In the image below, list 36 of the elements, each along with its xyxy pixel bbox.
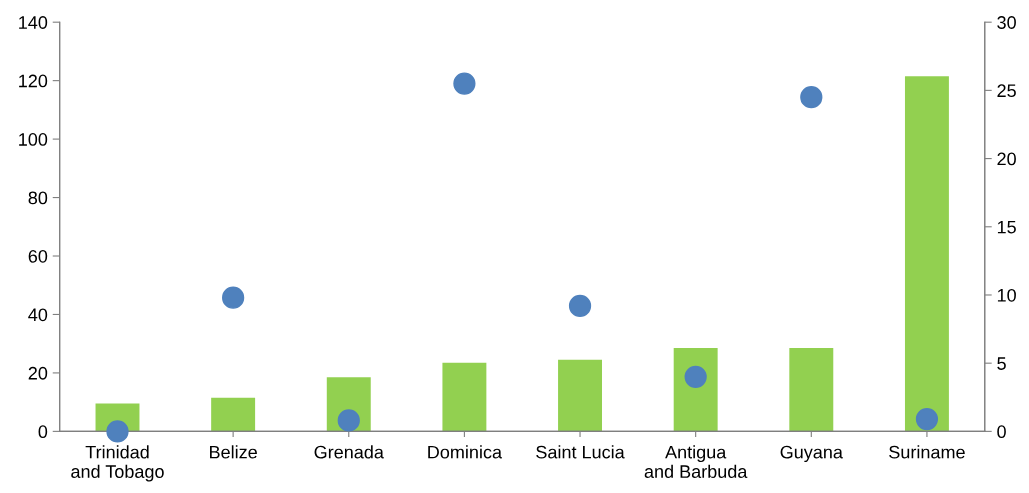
- y2-tick-label: 10: [997, 288, 1016, 302]
- y-tick-label: 40: [28, 308, 48, 322]
- y-tick-label: 100: [19, 133, 48, 146]
- y2-tick-label: 0: [997, 425, 1006, 439]
- bar: [442, 362, 487, 432]
- y2-tick-label: 30: [997, 16, 1016, 29]
- x-tick-label: Saint Lucia: [536, 445, 625, 459]
- bar: [904, 76, 949, 432]
- y2-tick-label: 5: [997, 357, 1006, 370]
- x-tick-label: Dominica: [428, 445, 503, 459]
- point: [915, 407, 939, 431]
- point: [337, 409, 360, 432]
- y2-tick-label: 15: [997, 220, 1016, 234]
- y2-tick-label: 25: [997, 84, 1016, 98]
- y-tick-label: 20: [28, 366, 48, 380]
- x-tick-label: Suriname: [889, 445, 965, 459]
- bar: [558, 359, 602, 432]
- x-tick-label: Belize: [210, 445, 257, 459]
- point: [800, 86, 823, 109]
- y-tick-label: 80: [28, 191, 48, 205]
- bar: [211, 397, 256, 432]
- bar: [789, 348, 834, 432]
- y-tick-label: 60: [28, 249, 48, 263]
- x-tick-label: Trinidad and Tobago: [71, 445, 164, 482]
- point: [222, 286, 245, 309]
- point: [106, 420, 129, 443]
- y-tick-label: 120: [19, 74, 48, 88]
- point: [568, 294, 592, 318]
- x-tick-label: Guyana: [780, 445, 843, 463]
- point: [453, 72, 476, 95]
- y-tick-label: 140: [19, 16, 48, 29]
- y2-tick-label: 20: [997, 152, 1016, 166]
- point: [684, 365, 707, 388]
- y-tick-label: 0: [38, 425, 48, 439]
- x-tick-label: Grenada: [314, 445, 384, 459]
- x-tick-label: Antigua and Barbuda: [644, 445, 748, 478]
